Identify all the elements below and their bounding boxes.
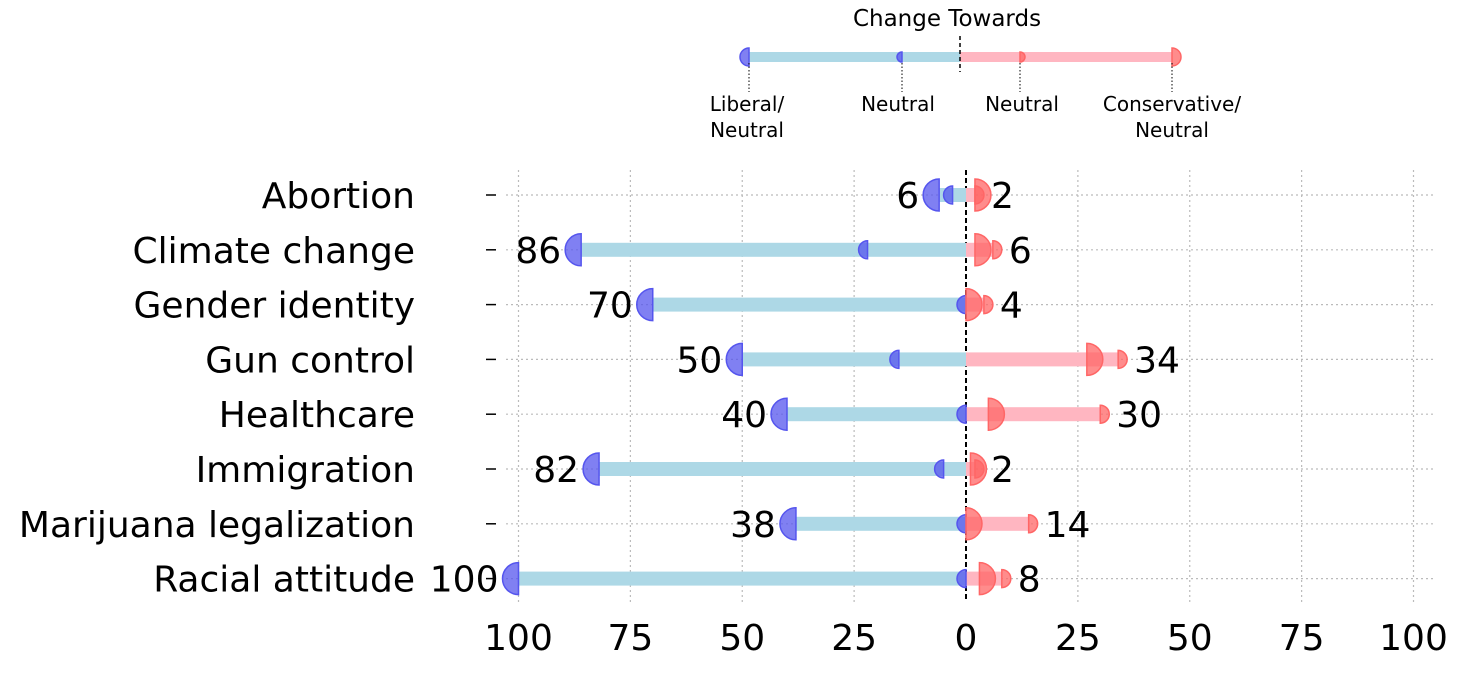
x-tick-label: 75	[607, 618, 653, 659]
legend-marker-neutral-liberal	[896, 51, 903, 63]
legend-title: Change Towards	[853, 6, 1041, 32]
marker-conservative	[983, 294, 994, 315]
category-label: Healthcare	[219, 395, 415, 436]
legend: Change Towards Liberal/Neutral Neutral Neut…	[710, 6, 1242, 142]
legend-marker-conservative	[1171, 47, 1182, 67]
value-label-conservative: 30	[1116, 395, 1162, 436]
legend-bar-conservative	[960, 52, 1172, 62]
value-label-conservative: 34	[1134, 340, 1180, 381]
legend-label: Neutral	[1135, 118, 1209, 142]
bar-liberal	[795, 516, 966, 531]
x-tick-label: 100	[484, 618, 553, 659]
bar-liberal	[652, 297, 966, 312]
category-label: Gun control	[205, 340, 415, 381]
marker-conservative	[974, 185, 985, 205]
legend-label: Neutral	[710, 118, 784, 142]
bar-conservative	[966, 352, 1119, 367]
marker-conservative	[992, 240, 1003, 260]
legend-label: Conservative/	[1103, 92, 1241, 116]
marker-liberal	[725, 342, 743, 377]
value-label-conservative: 4	[1000, 286, 1023, 327]
marker-neutral-conservative	[987, 397, 1006, 431]
category-label: Racial attitude	[153, 560, 415, 601]
marker-neutral-conservative	[965, 507, 983, 541]
value-label-liberal: 40	[721, 395, 767, 436]
x-tick-label: 25	[831, 618, 877, 659]
marker-conservative	[1027, 514, 1039, 534]
category-label: Marijuana legalization	[19, 505, 415, 546]
marker-neutral-conservative	[974, 233, 992, 267]
marker-liberal	[779, 507, 797, 541]
marker-neutral-liberal	[956, 404, 967, 424]
marker-liberal	[501, 561, 520, 596]
legend-label: Neutral	[861, 92, 935, 116]
marker-conservative	[1001, 568, 1012, 589]
value-label-conservative: 6	[1009, 231, 1032, 272]
marker-neutral-liberal	[956, 514, 967, 534]
x-tick-label: 50	[1167, 618, 1213, 659]
marker-liberal	[582, 452, 600, 486]
category-label: Climate change	[133, 231, 415, 272]
bar-liberal	[787, 407, 966, 422]
value-label-conservative: 14	[1045, 505, 1091, 546]
value-label-liberal: 70	[587, 286, 633, 327]
marker-neutral-liberal	[889, 349, 900, 370]
x-tick-label: 75	[1279, 618, 1325, 659]
value-label-liberal: 38	[730, 505, 776, 546]
marker-neutral-conservative	[1086, 342, 1104, 377]
marker-conservative	[1117, 349, 1128, 370]
marker-liberal	[636, 287, 654, 322]
marker-liberal	[922, 178, 940, 212]
bar-conservative	[966, 407, 1101, 422]
value-label-liberal: 6	[896, 176, 919, 217]
value-label-conservative: 2	[991, 450, 1014, 491]
category-label: Immigration	[196, 450, 415, 491]
value-label-liberal: 50	[676, 340, 722, 381]
marker-neutral-conservative	[965, 287, 983, 322]
grid	[486, 170, 1436, 602]
marker-neutral-conservative	[978, 561, 997, 596]
value-label-conservative: 8	[1018, 560, 1041, 601]
marker-conservative	[1099, 404, 1110, 424]
bar-conservative	[966, 188, 975, 202]
x-tick-label: 100	[1379, 618, 1448, 659]
marker-neutral-liberal	[933, 459, 945, 479]
value-label-conservative: 2	[991, 176, 1014, 217]
marker-neutral-liberal	[857, 240, 869, 260]
value-label-liberal: 86	[515, 231, 561, 272]
legend-label: Liberal/	[710, 92, 785, 116]
bars	[501, 178, 1128, 596]
category-label: Abortion	[262, 176, 415, 217]
bar-liberal	[518, 571, 966, 586]
bar-liberal	[599, 462, 966, 476]
bar-liberal	[581, 242, 966, 257]
legend-marker-liberal	[739, 47, 750, 67]
legend-label: Neutral	[985, 92, 1059, 116]
marker-liberal	[770, 397, 788, 431]
bar-liberal	[742, 352, 966, 367]
legend-marker-neutral-conservative	[1019, 51, 1026, 63]
category-label: Gender identity	[134, 286, 415, 327]
value-label-liberal: 82	[533, 450, 579, 491]
marker-neutral-liberal	[956, 294, 967, 315]
legend-bar-liberal	[749, 52, 960, 62]
x-tick-label: 25	[1055, 618, 1101, 659]
marker-neutral-liberal	[956, 568, 967, 589]
marker-neutral-liberal	[942, 185, 954, 205]
x-tick-label: 50	[719, 618, 765, 659]
marker-liberal	[564, 233, 582, 267]
x-tick-label: 0	[955, 618, 978, 659]
value-label-liberal: 100	[430, 560, 499, 601]
marker-conservative	[974, 459, 985, 479]
